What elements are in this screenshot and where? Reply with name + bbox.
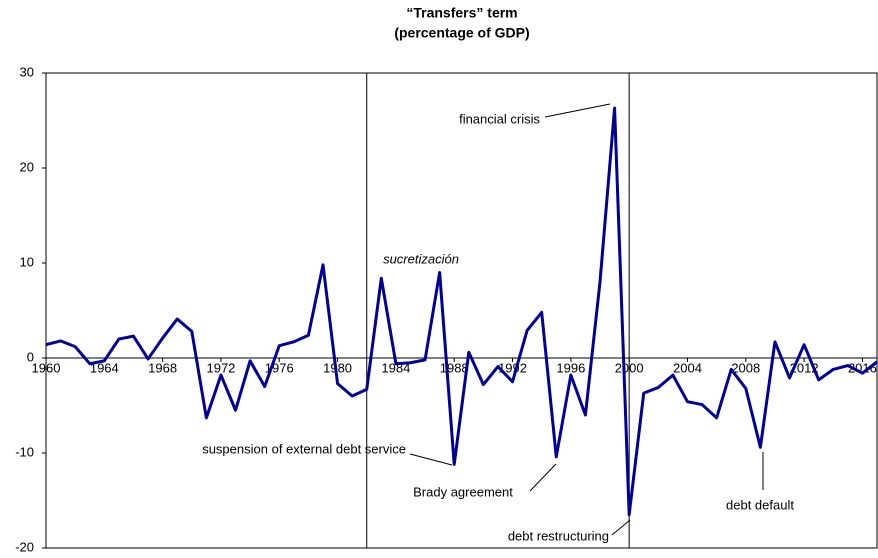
annotation-leader bbox=[544, 103, 611, 118]
chart-title: “Transfers” term bbox=[406, 5, 517, 21]
y-tick-label: 20 bbox=[20, 159, 34, 174]
x-tick-label: 1964 bbox=[90, 360, 119, 375]
annotation-leader bbox=[529, 463, 557, 492]
x-tick-label: 1980 bbox=[323, 360, 352, 375]
y-tick-label: 0 bbox=[27, 349, 34, 364]
x-tick-label: 1992 bbox=[498, 360, 527, 375]
annotation: Brady agreement bbox=[413, 484, 513, 499]
y-tick-label: 30 bbox=[20, 64, 34, 79]
y-tick-label: 10 bbox=[20, 254, 34, 269]
x-tick-label: 1968 bbox=[148, 360, 177, 375]
x-tick-label: 2004 bbox=[673, 360, 702, 375]
x-tick-label: 2000 bbox=[615, 360, 644, 375]
annotation: financial crisis bbox=[459, 111, 540, 126]
chart-subtitle: (percentage of GDP) bbox=[394, 25, 529, 41]
annotation: debt restructuring bbox=[508, 528, 609, 543]
x-tick-label: 2016 bbox=[848, 360, 877, 375]
data-line bbox=[45, 106, 878, 517]
x-tick-label: 1996 bbox=[556, 360, 585, 375]
x-tick-label: 1960 bbox=[32, 360, 61, 375]
y-tick-label: -20 bbox=[15, 539, 34, 554]
x-tick-label: 2008 bbox=[731, 360, 760, 375]
annotation: debt default bbox=[726, 497, 794, 512]
annotation: suspension of external debt service bbox=[202, 441, 406, 456]
x-tick-label: 1972 bbox=[206, 360, 235, 375]
annotation-leader bbox=[409, 453, 453, 466]
annotation-leader bbox=[611, 519, 631, 536]
plot-frame bbox=[45, 72, 878, 549]
y-tick-label: -10 bbox=[15, 444, 34, 459]
annotation: sucretización bbox=[383, 251, 459, 266]
x-tick-label: 1988 bbox=[440, 360, 469, 375]
